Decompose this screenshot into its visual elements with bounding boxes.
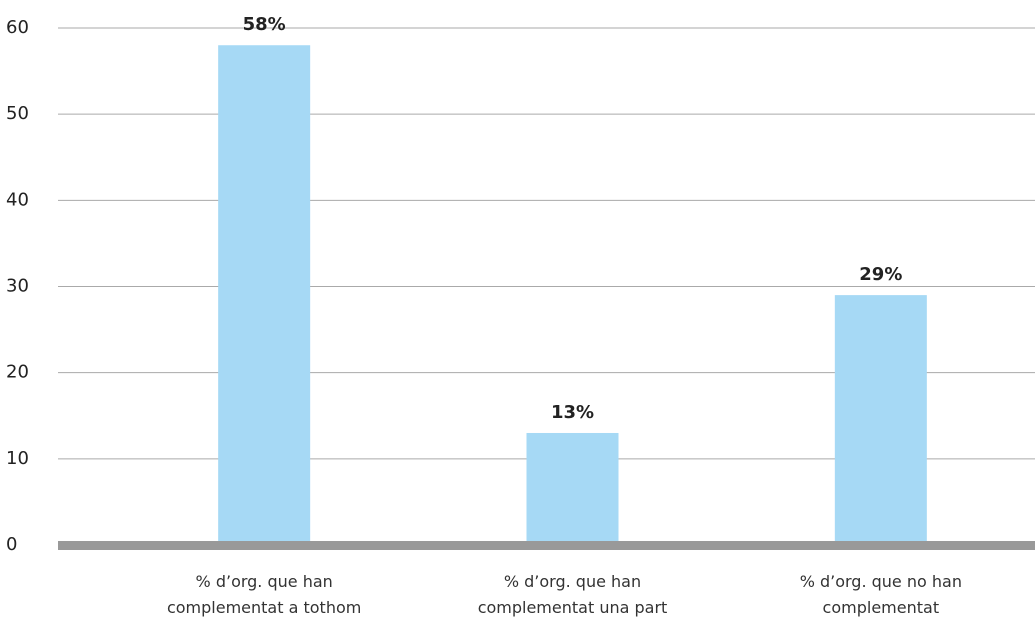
x-tick-label-line: complementat una part	[478, 598, 668, 617]
bar	[218, 45, 311, 545]
x-tick-label-line: % d’org. que han	[196, 572, 333, 591]
data-label: 58%	[243, 14, 286, 35]
x-tick-label: % d’org. que han complementat a tothom	[167, 572, 361, 617]
x-tick-label-line: % d’org. que han	[504, 572, 641, 591]
bar	[834, 295, 927, 545]
x-tick-label-line: complementat a tothom	[167, 598, 361, 617]
x-tick-label: % d’org. que han complementat una part	[478, 572, 668, 617]
y-tick-label: 20	[6, 362, 29, 383]
data-label: 29%	[859, 264, 902, 285]
bar	[526, 432, 619, 545]
data-label: 13%	[551, 402, 594, 423]
x-tick-label: % d’org. que no han complementat	[800, 572, 962, 617]
y-tick-label: 60	[6, 17, 29, 38]
x-tick-label-line: % d’org. que no han	[800, 572, 962, 591]
x-tick-label-line: complementat	[823, 598, 940, 617]
y-tick-label: 40	[6, 189, 29, 210]
y-tick-label: 50	[6, 103, 29, 124]
y-tick-label: 0	[6, 534, 17, 555]
baseline	[58, 541, 1035, 550]
y-tick-label: 30	[6, 276, 29, 297]
y-tick-label: 10	[6, 448, 29, 469]
